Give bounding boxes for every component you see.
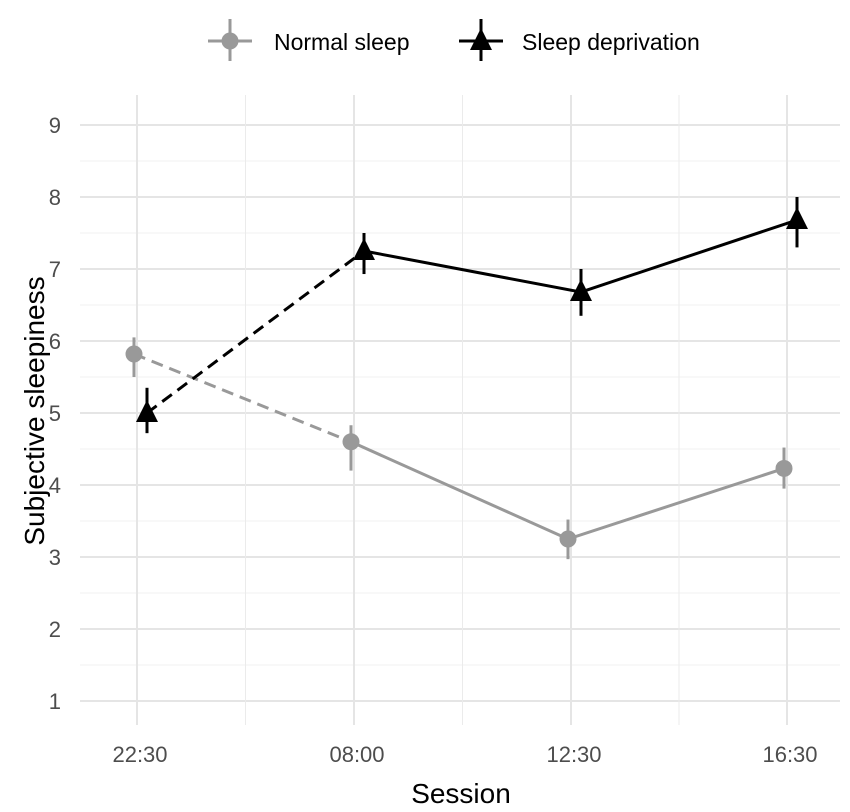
x-axis-title: Session [411,778,511,809]
series-line-dashed [133,352,352,444]
series-normal-sleep [125,337,793,560]
y-tick-label: 9 [49,113,61,138]
x-tick-label: 22:30 [112,742,167,767]
x-tick-label: 16:30 [762,742,817,767]
legend-item-normal-sleep: Normal sleep [208,19,410,61]
data-point [559,530,577,548]
data-point [775,459,793,477]
x-tick-label: 12:30 [546,742,601,767]
y-tick-label: 8 [49,185,61,210]
legend-marker-circle [221,32,239,50]
data-point [353,238,375,260]
y-tick-label: 2 [49,617,61,642]
y-tick-label: 6 [49,329,61,354]
legend-label: Normal sleep [274,29,410,55]
data-point [136,400,158,422]
legend: Normal sleep Sleep deprivation [208,19,700,61]
x-tick-label: 08:00 [329,742,384,767]
data-point [570,279,592,302]
data-point [125,345,143,363]
y-tick-label: 4 [49,473,61,498]
data-point [342,433,360,451]
series-sleep-deprivation [136,197,808,434]
legend-label: Sleep deprivation [522,29,700,55]
y-tick-label: 3 [49,545,61,570]
series-line-dashed [146,249,365,415]
y-axis-title: Subjective sleepiness [19,276,50,545]
legend-marker-triangle [470,28,492,50]
y-tick-label: 7 [49,257,61,282]
data-point [786,207,808,230]
y-tick-label: 5 [49,401,61,426]
y-tick-label: 1 [49,689,61,714]
axes: 1 2 3 4 5 6 7 8 9 22:30 08:00 12:30 16:30 [49,113,818,767]
legend-item-sleep-deprivation: Sleep deprivation [459,19,700,61]
series-layer [125,197,808,560]
grid [80,95,840,725]
